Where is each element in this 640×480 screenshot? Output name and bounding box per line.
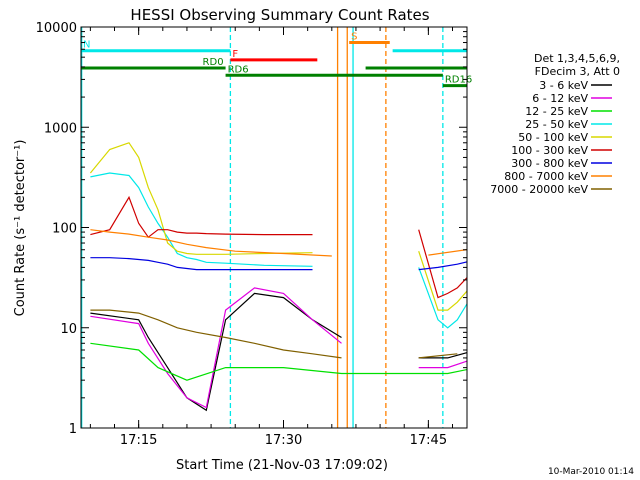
series-line bbox=[418, 360, 467, 369]
legend: Det 1,3,4,5,6,9,FDecim 3, Att 03 - 6 keV… bbox=[490, 52, 620, 196]
legend-entry-label: 12 - 25 keV bbox=[525, 105, 588, 118]
plot-content bbox=[81, 27, 467, 428]
legend-entry-label: 25 - 50 keV bbox=[525, 118, 588, 131]
y-tick-label: 100 bbox=[52, 222, 77, 237]
chart-title: HESSI Observing Summary Count Rates bbox=[130, 6, 429, 24]
series-line bbox=[90, 292, 342, 412]
series-line bbox=[428, 249, 467, 256]
y-axis-label: Count Rate (s⁻¹ detector⁻¹) bbox=[13, 140, 28, 317]
legend-entry-label: 300 - 800 keV bbox=[511, 157, 588, 170]
series-line bbox=[90, 342, 467, 381]
flag-label: N bbox=[83, 40, 90, 51]
flag-label: RD0 bbox=[203, 57, 224, 68]
flag-label: RD6 bbox=[228, 64, 249, 75]
x-tick-label: 17:30 bbox=[265, 433, 302, 448]
y-tick-label: 1000 bbox=[44, 121, 77, 136]
series-line bbox=[90, 309, 342, 359]
y-tick-label: 1 bbox=[69, 422, 77, 437]
series-line bbox=[90, 195, 313, 239]
series-line bbox=[90, 172, 313, 267]
flag-label: F bbox=[232, 49, 238, 60]
series-line bbox=[90, 229, 332, 257]
plot-area: N F RD0 RD6 RD16 S 1 10 100 1000 10000 17:15 17:30 17… bbox=[36, 21, 473, 448]
y-tick-label: 10 bbox=[60, 322, 77, 337]
series-line bbox=[90, 287, 342, 409]
x-tick-label: 17:45 bbox=[410, 433, 447, 448]
legend-header: FDecim 3, Att 0 bbox=[535, 65, 620, 78]
series-line bbox=[418, 229, 467, 299]
series-line bbox=[418, 261, 467, 271]
legend-entry-label: 50 - 100 keV bbox=[518, 131, 588, 144]
series-line bbox=[418, 352, 467, 359]
series-line bbox=[89, 142, 313, 255]
legend-entry-label: 100 - 300 keV bbox=[511, 144, 588, 157]
footer-timestamp: 10-Mar-2010 01:14 bbox=[548, 467, 634, 477]
series-line bbox=[90, 257, 313, 271]
x-axis-label: Start Time (21-Nov-03 17:09:02) bbox=[176, 458, 388, 473]
legend-entry-label: 3 - 6 keV bbox=[539, 79, 588, 92]
legend-header: Det 1,3,4,5,6,9, bbox=[534, 52, 620, 65]
legend-entry-label: 7000 - 20000 keV bbox=[490, 183, 588, 196]
series-line bbox=[418, 251, 467, 311]
legend-entry-label: 6 - 12 keV bbox=[532, 92, 588, 105]
y-tick-label: 10000 bbox=[36, 21, 77, 36]
x-tick-label: 17:15 bbox=[120, 433, 157, 448]
flag-label: RD16 bbox=[445, 75, 472, 86]
flag-label: S bbox=[351, 32, 357, 43]
series-line bbox=[418, 353, 458, 359]
series-line bbox=[418, 267, 467, 329]
legend-entry-label: 800 - 7000 keV bbox=[504, 170, 588, 183]
